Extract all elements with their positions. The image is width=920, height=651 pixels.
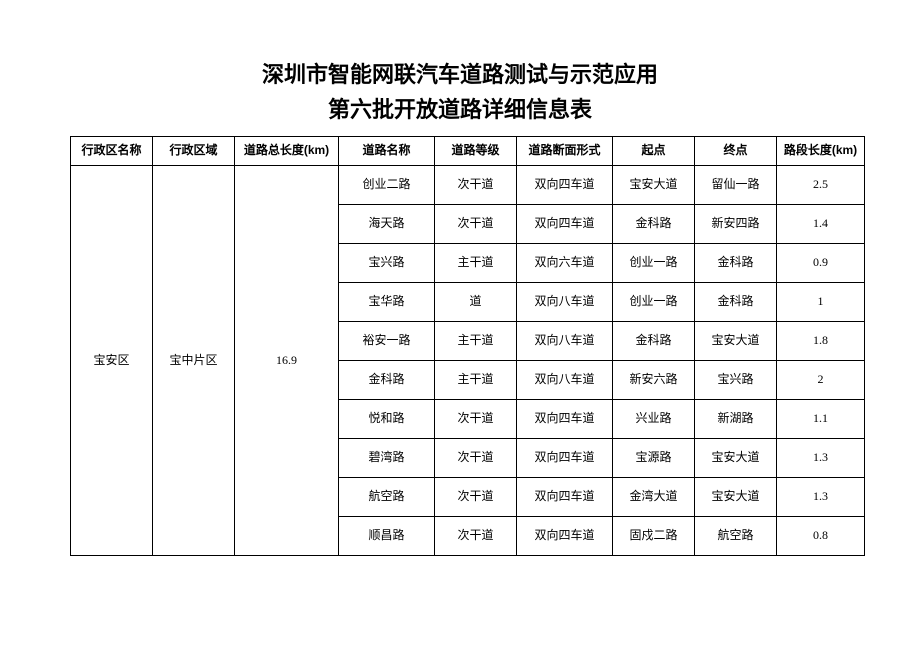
cell-start: 新安六路 — [613, 360, 695, 399]
cell-road-name: 航空路 — [339, 477, 435, 516]
cell-end: 宝安大道 — [695, 438, 777, 477]
cell-road-name: 宝华路 — [339, 282, 435, 321]
cell-segment-length: 1.1 — [777, 399, 865, 438]
cell-end: 金科路 — [695, 243, 777, 282]
cell-road-grade: 次干道 — [435, 477, 517, 516]
cell-start: 创业一路 — [613, 282, 695, 321]
cell-segment-length: 1 — [777, 282, 865, 321]
cell-road-name: 宝兴路 — [339, 243, 435, 282]
cell-road-grade: 次干道 — [435, 399, 517, 438]
cell-road-name: 裕安一路 — [339, 321, 435, 360]
cell-segment-length: 1.4 — [777, 204, 865, 243]
cell-end: 金科路 — [695, 282, 777, 321]
cell-end: 新安四路 — [695, 204, 777, 243]
cell-section-type: 双向八车道 — [517, 282, 613, 321]
cell-segment-length: 2.5 — [777, 165, 865, 204]
cell-end: 宝安大道 — [695, 477, 777, 516]
cell-section-type: 双向六车道 — [517, 243, 613, 282]
cell-end: 宝安大道 — [695, 321, 777, 360]
col-header-total-length: 道路总长度(km) — [235, 136, 339, 165]
cell-start: 宝源路 — [613, 438, 695, 477]
col-header-road-grade: 道路等级 — [435, 136, 517, 165]
cell-end: 宝兴路 — [695, 360, 777, 399]
roads-table: 行政区名称 行政区域 道路总长度(km) 道路名称 道路等级 道路断面形式 起点… — [70, 136, 865, 556]
cell-segment-length: 0.8 — [777, 516, 865, 555]
cell-start: 兴业路 — [613, 399, 695, 438]
cell-segment-length: 0.9 — [777, 243, 865, 282]
cell-road-name: 创业二路 — [339, 165, 435, 204]
col-header-district: 行政区名称 — [71, 136, 153, 165]
cell-road-name: 顺昌路 — [339, 516, 435, 555]
cell-area: 宝中片区 — [153, 165, 235, 555]
page: 深圳市智能网联汽车道路测试与示范应用 第六批开放道路详细信息表 行政区名称 行政… — [0, 0, 920, 556]
cell-start: 金科路 — [613, 321, 695, 360]
cell-road-grade: 主干道 — [435, 360, 517, 399]
cell-section-type: 双向八车道 — [517, 321, 613, 360]
cell-road-grade: 主干道 — [435, 321, 517, 360]
cell-segment-length: 1.3 — [777, 477, 865, 516]
page-title-line2: 第六批开放道路详细信息表 — [70, 95, 850, 126]
cell-road-grade: 次干道 — [435, 438, 517, 477]
cell-road-name: 碧湾路 — [339, 438, 435, 477]
col-header-start: 起点 — [613, 136, 695, 165]
cell-road-grade: 次干道 — [435, 516, 517, 555]
cell-road-grade: 次干道 — [435, 165, 517, 204]
cell-segment-length: 1.3 — [777, 438, 865, 477]
cell-segment-length: 2 — [777, 360, 865, 399]
cell-section-type: 双向八车道 — [517, 360, 613, 399]
col-header-section-type: 道路断面形式 — [517, 136, 613, 165]
table-header-row: 行政区名称 行政区域 道路总长度(km) 道路名称 道路等级 道路断面形式 起点… — [71, 136, 865, 165]
cell-total-length: 16.9 — [235, 165, 339, 555]
cell-section-type: 双向四车道 — [517, 516, 613, 555]
cell-road-grade: 次干道 — [435, 204, 517, 243]
col-header-road-name: 道路名称 — [339, 136, 435, 165]
cell-start: 创业一路 — [613, 243, 695, 282]
cell-start: 金科路 — [613, 204, 695, 243]
cell-segment-length: 1.8 — [777, 321, 865, 360]
cell-road-name: 悦和路 — [339, 399, 435, 438]
cell-start: 固戍二路 — [613, 516, 695, 555]
cell-district: 宝安区 — [71, 165, 153, 555]
cell-start: 宝安大道 — [613, 165, 695, 204]
cell-road-name: 金科路 — [339, 360, 435, 399]
cell-end: 航空路 — [695, 516, 777, 555]
cell-road-grade: 道 — [435, 282, 517, 321]
page-title-line1: 深圳市智能网联汽车道路测试与示范应用 — [70, 60, 850, 91]
cell-road-name: 海天路 — [339, 204, 435, 243]
col-header-end: 终点 — [695, 136, 777, 165]
cell-section-type: 双向四车道 — [517, 438, 613, 477]
cell-end: 新湖路 — [695, 399, 777, 438]
cell-end: 留仙一路 — [695, 165, 777, 204]
col-header-area: 行政区域 — [153, 136, 235, 165]
cell-section-type: 双向四车道 — [517, 477, 613, 516]
cell-road-grade: 主干道 — [435, 243, 517, 282]
table-row: 宝安区 宝中片区 16.9 创业二路 次干道 双向四车道 宝安大道 留仙一路 2… — [71, 165, 865, 204]
cell-start: 金湾大道 — [613, 477, 695, 516]
col-header-segment-length: 路段长度(km) — [777, 136, 865, 165]
cell-section-type: 双向四车道 — [517, 204, 613, 243]
cell-section-type: 双向四车道 — [517, 165, 613, 204]
cell-section-type: 双向四车道 — [517, 399, 613, 438]
